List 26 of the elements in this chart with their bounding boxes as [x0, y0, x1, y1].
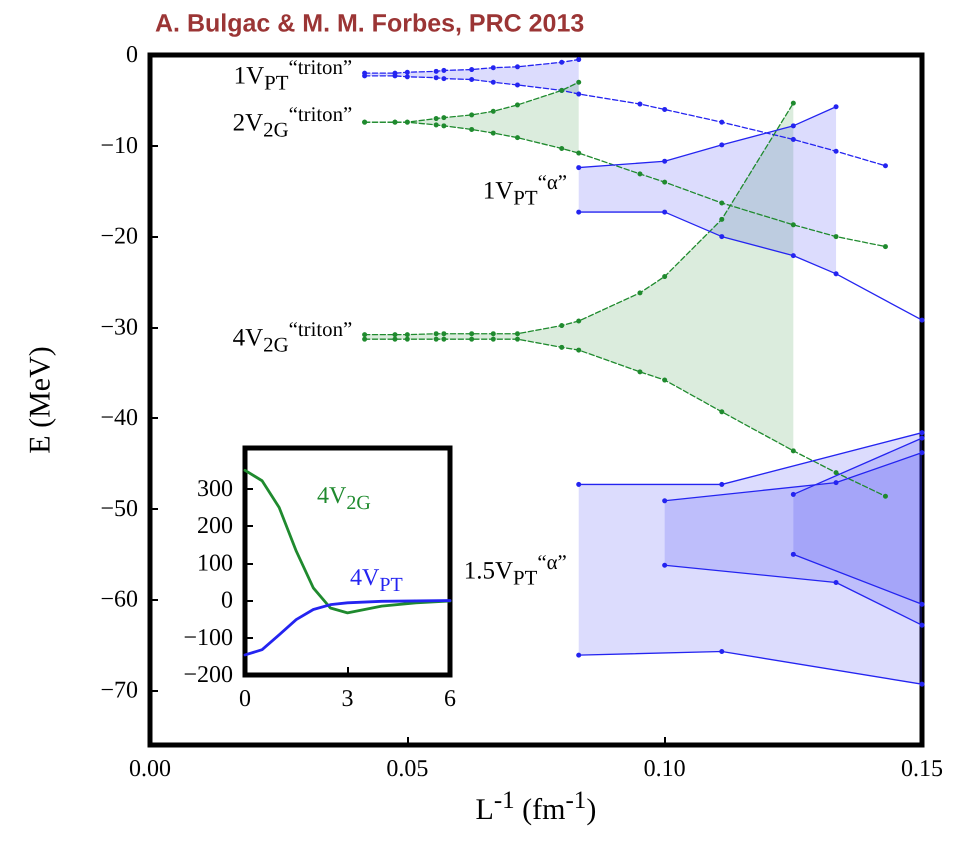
chart-title: A. Bulgac & M. M. Forbes, PRC 2013 [155, 10, 584, 38]
y-tick-label: −40 [100, 405, 138, 432]
x-tick-label: 0.00 [129, 756, 171, 782]
x-tick-label: 3 [342, 686, 354, 712]
y-tick-label: −60 [100, 586, 138, 613]
y-tick-label: −20 [100, 224, 138, 250]
x-tick-label: 0.05 [386, 756, 428, 782]
y-tick-label: 0 [126, 42, 138, 68]
x-tick-label: 0 [239, 686, 251, 712]
x-axis-title: L$^{-1}$ (fm$^{-1}$) [476, 787, 596, 827]
y-tick-label: −10 [100, 132, 138, 159]
x-tick-label: 6 [444, 686, 456, 712]
y-tick-label: 300 [197, 476, 233, 502]
y-axis-title: E (MeV) [23, 346, 58, 454]
y-tick-label: −100 [183, 624, 233, 651]
y-tick-label: −30 [100, 314, 138, 340]
series-label: 4V$_{2G}$ [317, 483, 371, 514]
x-tick-label: 0.10 [644, 756, 686, 782]
y-tick-label: 0 [221, 588, 233, 614]
y-tick-label: −70 [100, 678, 138, 704]
y-tick-label: −200 [183, 662, 233, 688]
series-label: 4V$_{PT}$ [350, 565, 403, 596]
y-tick-label: −50 [100, 496, 138, 522]
y-tick-label: 200 [197, 513, 233, 540]
x-tick-label: 0.15 [901, 756, 943, 782]
y-tick-label: 100 [197, 550, 233, 576]
